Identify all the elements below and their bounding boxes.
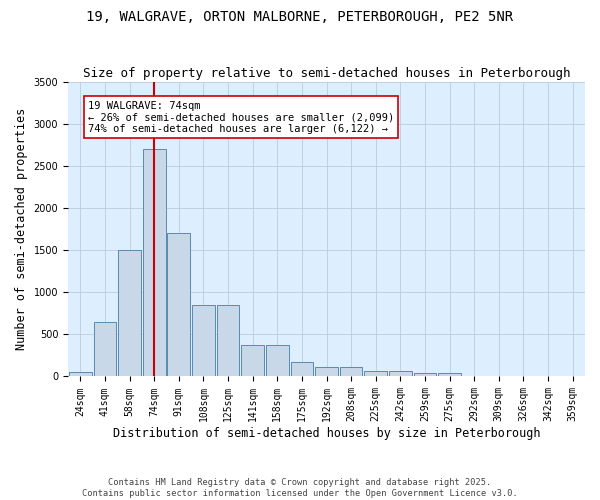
Text: 19, WALGRAVE, ORTON MALBORNE, PETERBOROUGH, PE2 5NR: 19, WALGRAVE, ORTON MALBORNE, PETERBOROU…	[86, 10, 514, 24]
Y-axis label: Number of semi-detached properties: Number of semi-detached properties	[15, 108, 28, 350]
Bar	[241, 344, 264, 376]
Bar	[290, 362, 313, 376]
Bar	[94, 322, 116, 376]
Bar	[69, 372, 92, 376]
Bar	[192, 305, 215, 376]
Bar	[266, 344, 289, 376]
Bar	[364, 370, 387, 376]
X-axis label: Distribution of semi-detached houses by size in Peterborough: Distribution of semi-detached houses by …	[113, 427, 540, 440]
Bar	[389, 370, 412, 376]
Bar	[413, 373, 436, 376]
Bar	[340, 367, 362, 376]
Bar	[118, 250, 141, 376]
Title: Size of property relative to semi-detached houses in Peterborough: Size of property relative to semi-detach…	[83, 66, 570, 80]
Text: 19 WALGRAVE: 74sqm
← 26% of semi-detached houses are smaller (2,099)
74% of semi: 19 WALGRAVE: 74sqm ← 26% of semi-detache…	[88, 100, 394, 134]
Bar	[143, 150, 166, 376]
Bar	[217, 305, 239, 376]
Bar	[167, 234, 190, 376]
Bar	[315, 367, 338, 376]
Text: Contains HM Land Registry data © Crown copyright and database right 2025.
Contai: Contains HM Land Registry data © Crown c…	[82, 478, 518, 498]
Bar	[438, 373, 461, 376]
